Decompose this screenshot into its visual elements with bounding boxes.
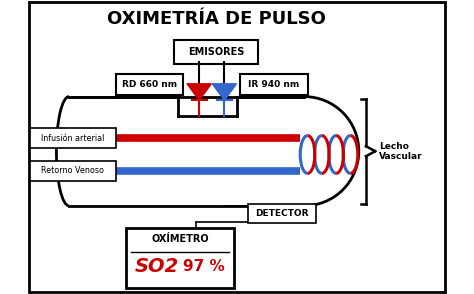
FancyBboxPatch shape xyxy=(116,74,183,95)
FancyBboxPatch shape xyxy=(30,161,116,181)
FancyBboxPatch shape xyxy=(30,128,116,148)
Polygon shape xyxy=(213,84,236,100)
Text: SO2: SO2 xyxy=(135,257,179,276)
Text: DETECTOR: DETECTOR xyxy=(255,209,309,218)
Text: Lecho
Vascular: Lecho Vascular xyxy=(379,141,423,161)
Polygon shape xyxy=(187,84,211,100)
Text: Infusión arterial: Infusión arterial xyxy=(41,133,105,143)
FancyBboxPatch shape xyxy=(126,228,235,288)
FancyBboxPatch shape xyxy=(248,204,316,223)
Text: EMISORES: EMISORES xyxy=(188,47,244,57)
FancyBboxPatch shape xyxy=(174,40,258,64)
FancyBboxPatch shape xyxy=(56,97,304,206)
Text: OXÍMETRO: OXÍMETRO xyxy=(152,234,209,244)
FancyBboxPatch shape xyxy=(240,74,308,95)
Text: RD 660 nm: RD 660 nm xyxy=(122,80,177,89)
FancyBboxPatch shape xyxy=(29,2,445,292)
Text: 97 %: 97 % xyxy=(182,259,224,274)
Text: OXIMETRÍA DE PULSO: OXIMETRÍA DE PULSO xyxy=(107,10,326,28)
Text: Retorno Venoso: Retorno Venoso xyxy=(42,166,104,175)
Text: IR 940 nm: IR 940 nm xyxy=(248,80,300,89)
